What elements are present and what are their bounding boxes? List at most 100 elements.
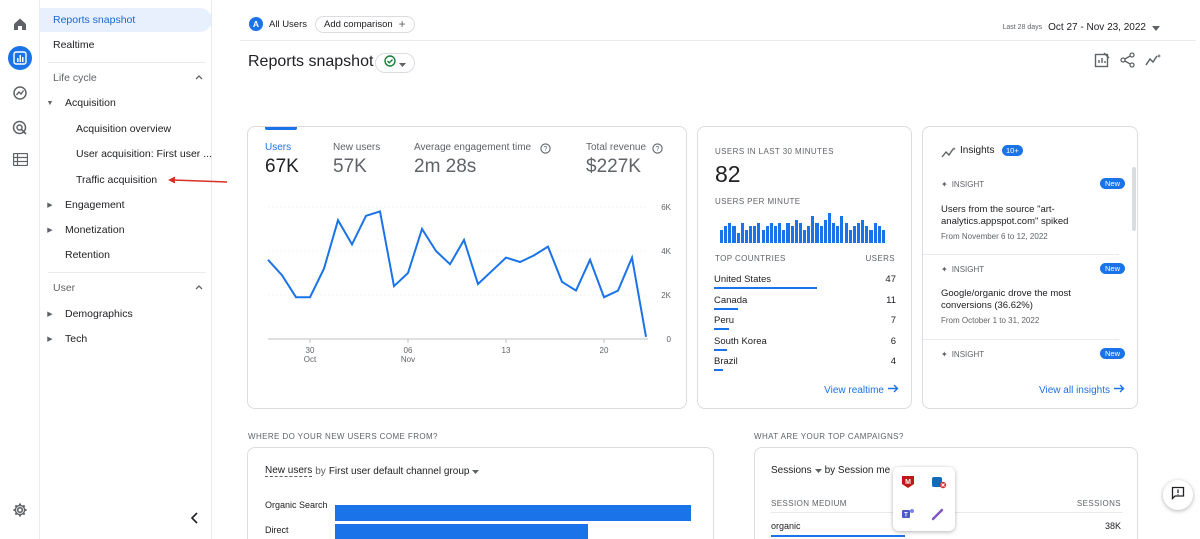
minute-bar[interactable] <box>881 230 885 243</box>
date-range-picker[interactable]: Last 28 days Oct 27 - Nov 23, 2022 <box>1002 18 1160 36</box>
minute-bar[interactable] <box>749 226 753 243</box>
minute-bar[interactable] <box>836 226 840 243</box>
feedback-icon <box>1171 486 1185 505</box>
x-tick-month-label: Nov <box>401 355 415 364</box>
campaign-selector[interactable]: Sessions by Session me <box>771 465 890 476</box>
outlook-extension-icon[interactable] <box>931 475 947 494</box>
minute-bar[interactable] <box>765 226 769 243</box>
sidebar-item-monetization[interactable]: ▶ Monetization <box>40 218 124 242</box>
minute-bar[interactable] <box>736 233 740 243</box>
x-tick-label: 20 <box>600 346 609 355</box>
pen-tool-icon[interactable] <box>931 507 945 526</box>
minute-bar[interactable] <box>811 216 815 243</box>
channel-bar[interactable] <box>335 505 691 521</box>
dimension-selector[interactable]: by Session me <box>824 465 891 476</box>
minute-bar[interactable] <box>848 230 852 243</box>
minute-bar[interactable] <box>720 230 724 243</box>
feedback-button[interactable] <box>1163 480 1193 510</box>
configure-list-icon[interactable] <box>8 147 32 171</box>
minute-bar[interactable] <box>798 223 802 243</box>
minute-bar[interactable] <box>724 226 728 243</box>
metric-label: Total revenue <box>586 142 647 153</box>
minute-bar[interactable] <box>840 216 844 243</box>
minute-bar[interactable] <box>807 226 811 243</box>
minute-bar[interactable] <box>790 226 794 243</box>
home-icon[interactable] <box>8 12 32 36</box>
sidebar-section-lifecycle[interactable]: Life cycle <box>40 66 212 90</box>
view-all-insights-link[interactable]: View all insights <box>1039 384 1125 396</box>
minute-bar[interactable] <box>732 226 736 243</box>
country-row[interactable]: United States 47 <box>714 274 896 294</box>
share-icon[interactable] <box>1120 52 1135 73</box>
metric-selector[interactable]: Sessions <box>771 465 812 476</box>
sidebar-item-reports-snapshot[interactable]: Reports snapshot <box>40 8 212 32</box>
advertising-icon[interactable] <box>8 116 32 140</box>
sidebar-item-acquisition-overview[interactable]: Acquisition overview <box>40 117 171 141</box>
minute-bar[interactable] <box>761 230 765 243</box>
sidebar-item-acquisition[interactable]: ▼ Acquisition <box>40 91 116 115</box>
country-row[interactable]: South Korea 6 <box>714 336 896 356</box>
minute-bar[interactable] <box>786 223 790 243</box>
customize-report-icon[interactable] <box>1094 52 1110 73</box>
sidebar-item-traffic-acquisition[interactable]: Traffic acquisition <box>40 168 157 192</box>
help-icon[interactable]: ? <box>652 141 663 159</box>
explore-icon[interactable] <box>8 81 32 105</box>
report-sidebar: Reports snapshot Realtime Life cycle ▼ A… <box>40 0 212 539</box>
minute-bar[interactable] <box>815 223 819 243</box>
sidebar-item-user-acquisition[interactable]: User acquisition: First user ... <box>40 142 212 166</box>
sidebar-item-engagement[interactable]: ▶ Engagement <box>40 193 124 217</box>
minute-bar[interactable] <box>757 223 761 243</box>
minute-bar[interactable] <box>827 213 832 243</box>
users-per-minute-bars[interactable] <box>720 213 886 245</box>
minute-bar[interactable] <box>794 220 798 243</box>
sidebar-item-demographics[interactable]: ▶ Demographics <box>40 302 132 326</box>
admin-gear-icon[interactable] <box>8 498 32 522</box>
sidebar-item-realtime[interactable]: Realtime <box>40 33 94 57</box>
insights-sparkle-icon[interactable] <box>1145 53 1162 72</box>
view-realtime-link[interactable]: View realtime <box>824 384 899 396</box>
minute-bar[interactable] <box>844 223 848 243</box>
channel-group-selector[interactable]: New users by First user default channel … <box>265 465 480 477</box>
minute-bar[interactable] <box>832 223 836 243</box>
minute-bar[interactable] <box>769 223 773 243</box>
minute-bar[interactable] <box>803 230 807 243</box>
insights-count-badge: 10+ <box>1002 145 1023 156</box>
metric-label: New users <box>333 142 381 153</box>
collapse-sidebar-icon[interactable] <box>190 512 200 527</box>
dimension-selector[interactable]: First user default channel group <box>328 465 470 477</box>
minute-bar[interactable] <box>861 220 865 243</box>
minute-bar[interactable] <box>782 230 786 243</box>
minute-bar[interactable] <box>852 226 856 243</box>
help-icon[interactable]: ? <box>540 141 551 159</box>
minute-bar[interactable] <box>728 223 732 243</box>
all-users-chip[interactable]: A All Users <box>249 15 307 33</box>
add-comparison-button[interactable]: Add comparison + <box>315 15 415 33</box>
sidebar-item-tech[interactable]: ▶ Tech <box>40 327 87 351</box>
country-row[interactable]: Brazil 4 <box>714 356 896 376</box>
minute-bar[interactable] <box>877 226 881 243</box>
sidebar-item-retention[interactable]: Retention <box>40 243 110 267</box>
title-status-dropdown[interactable] <box>375 53 415 73</box>
minute-bar[interactable] <box>753 226 757 243</box>
minute-bar[interactable] <box>823 220 827 243</box>
minute-bar[interactable] <box>869 230 873 243</box>
minute-bar[interactable] <box>744 230 749 243</box>
minute-bar[interactable] <box>819 226 823 243</box>
country-row[interactable]: Canada 11 <box>714 295 896 315</box>
teams-icon[interactable]: T <box>901 507 915 526</box>
minute-bar[interactable] <box>856 223 861 243</box>
minute-bar[interactable] <box>778 223 782 243</box>
scrollbar-thumb[interactable] <box>1132 167 1136 231</box>
metric-selector[interactable]: New users <box>265 465 313 477</box>
arrow-right-icon <box>1114 384 1125 396</box>
country-row[interactable]: Peru 7 <box>714 315 896 335</box>
mcafee-icon[interactable]: M <box>901 475 915 494</box>
minute-bar[interactable] <box>865 226 869 243</box>
channel-bar[interactable] <box>335 524 588 539</box>
sidebar-section-user[interactable]: User <box>40 276 212 300</box>
reports-icon[interactable] <box>8 46 32 70</box>
minute-bar[interactable] <box>773 226 778 243</box>
minute-bar[interactable] <box>740 223 744 243</box>
minute-bar[interactable] <box>873 223 877 243</box>
